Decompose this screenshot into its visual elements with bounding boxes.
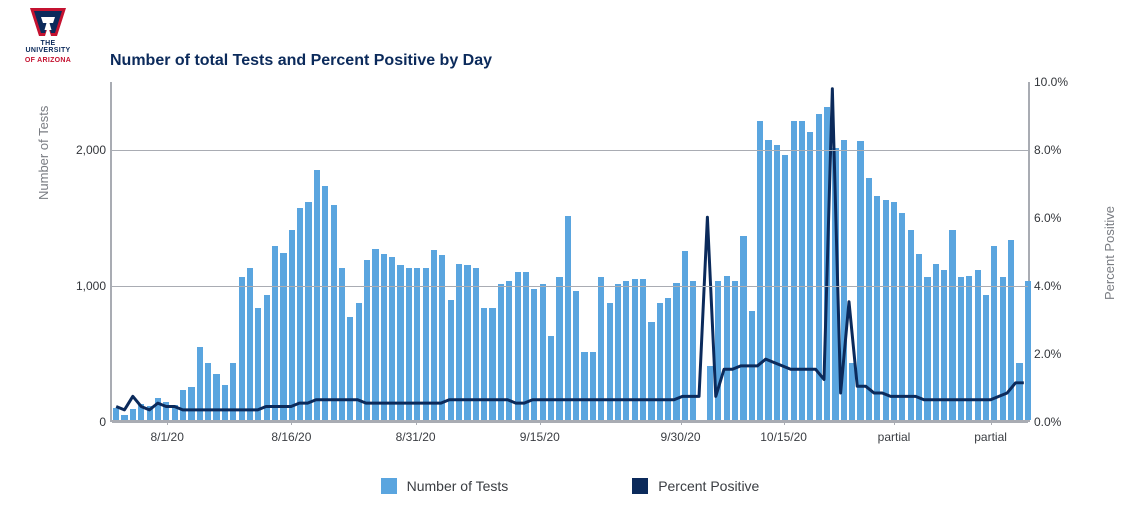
legend-item-line: Percent Positive xyxy=(632,478,759,494)
line-layer xyxy=(112,82,1028,420)
legend-item-bars: Number of Tests xyxy=(381,478,509,494)
ua-logo-icon xyxy=(27,6,69,38)
legend-swatch-line xyxy=(632,478,648,494)
legend: Number of Tests Percent Positive xyxy=(0,478,1140,497)
x-tick-label: 9/30/20 xyxy=(661,430,701,444)
x-tick-mark xyxy=(784,420,785,425)
y-left-tick: 2,000 xyxy=(66,143,112,157)
y-axis-left-label: Number of Tests xyxy=(36,106,51,200)
x-tick-label: 10/15/20 xyxy=(760,430,807,444)
y-right-tick: 6.0% xyxy=(1028,211,1084,225)
x-tick-label: partial xyxy=(974,430,1007,444)
y-right-tick: 0.0% xyxy=(1028,415,1084,429)
legend-label-bars: Number of Tests xyxy=(407,478,509,494)
logo-text-1: THE UNIVERSITY xyxy=(18,40,78,55)
y-right-tick: 8.0% xyxy=(1028,143,1084,157)
chart-title: Number of total Tests and Percent Positi… xyxy=(110,52,492,70)
gridline xyxy=(112,422,1028,423)
y-left-tick: 1,000 xyxy=(66,279,112,293)
legend-swatch-bars xyxy=(381,478,397,494)
x-tick-mark xyxy=(540,420,541,425)
x-tick-label: 9/15/20 xyxy=(520,430,560,444)
percent-positive-line xyxy=(116,89,1024,410)
gridline xyxy=(112,150,1028,151)
x-tick-mark xyxy=(291,420,292,425)
x-tick-mark xyxy=(894,420,895,425)
y-right-tick: 10.0% xyxy=(1028,75,1084,89)
y-axis-right-label: Percent Positive xyxy=(1102,206,1117,300)
y-right-tick: 4.0% xyxy=(1028,279,1084,293)
logo-text-2: OF ARIZONA xyxy=(18,57,78,64)
gridline xyxy=(112,286,1028,287)
x-tick-mark xyxy=(681,420,682,425)
x-tick-label: 8/1/20 xyxy=(151,430,184,444)
plot-inner: 01,0002,0000.0%2.0%4.0%6.0%8.0%10.0%8/1/… xyxy=(110,82,1030,422)
legend-label-line: Percent Positive xyxy=(658,478,759,494)
x-tick-mark xyxy=(991,420,992,425)
x-tick-mark xyxy=(167,420,168,425)
x-tick-label: 8/31/20 xyxy=(396,430,436,444)
university-logo: THE UNIVERSITY OF ARIZONA xyxy=(18,6,78,64)
x-tick-label: partial xyxy=(878,430,911,444)
chart-root: THE UNIVERSITY OF ARIZONA Number of tota… xyxy=(0,0,1140,509)
y-left-tick: 0 xyxy=(66,415,112,429)
y-right-tick: 2.0% xyxy=(1028,347,1084,361)
x-tick-mark xyxy=(416,420,417,425)
plot-area: 01,0002,0000.0%2.0%4.0%6.0%8.0%10.0%8/1/… xyxy=(90,82,1050,422)
x-tick-label: 8/16/20 xyxy=(271,430,311,444)
